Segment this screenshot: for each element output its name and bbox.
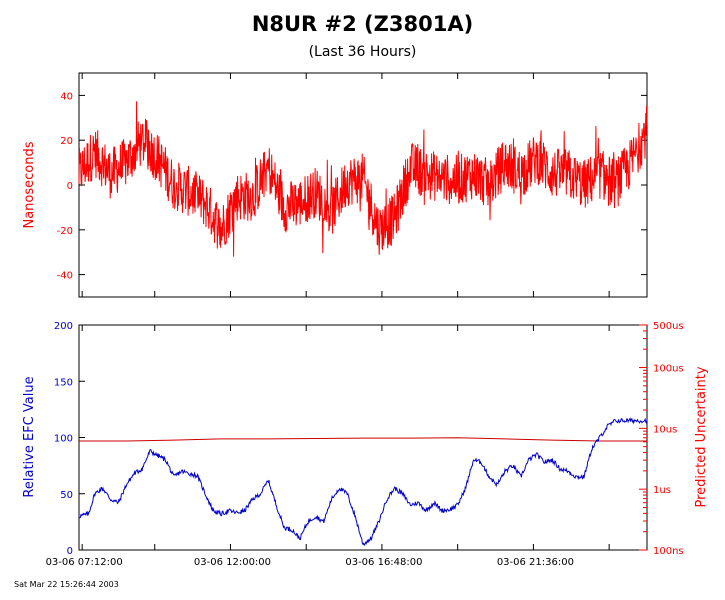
top-y-tick-label: 20 [60, 136, 73, 147]
bottom-y2-axis-label: Predicted Uncertainty [694, 366, 709, 507]
bottom-y-tick-label: 0 [67, 546, 73, 557]
nanoseconds-series-line [78, 101, 648, 257]
bottom-y2-tick-label: 100us [653, 364, 684, 375]
top-y-tick-label: -40 [57, 271, 73, 282]
bottom-y-tick-label: 50 [60, 490, 73, 501]
timestamp: Sat Mar 22 15:26:44 2003 [14, 580, 119, 589]
bottom-y2-tick-label: 1us [653, 485, 671, 496]
page-title: N8UR #2 (Z3801A) [251, 12, 474, 36]
bottom-x-tick-label: 03-06 07:12:00 [46, 557, 123, 568]
bottom-y2-tick-label: 500us [653, 321, 684, 332]
top-y-tick-label: 0 [67, 181, 73, 192]
bottom-y-tick-label: 100 [54, 434, 73, 445]
top-axis-ticks: -40 -20 0 20 40 [57, 73, 647, 297]
bottom-x-tick-label: 03-06 12:00:00 [194, 557, 271, 568]
top-y-axis-label: Nanoseconds [22, 141, 37, 228]
bottom-x-tick-label: 03-06 16:48:00 [345, 557, 422, 568]
page-subtitle: (Last 36 Hours) [308, 44, 417, 60]
bottom-y-tick-label: 200 [54, 321, 73, 332]
top-plot-frame [78, 72, 648, 298]
bottom-y-tick-label: 150 [54, 377, 73, 388]
top-y-tick-label: 40 [60, 91, 73, 102]
bottom-plot-frame [78, 324, 648, 551]
predicted-uncertainty-series-line [79, 437, 647, 442]
bottom-y2-tick-label: 10us [653, 424, 677, 435]
bottom-y-axis-label: Relative EFC Value [22, 376, 37, 497]
bottom-x-tick-label: 03-06 21:36:00 [497, 557, 574, 568]
relative-efc-series-line [78, 416, 648, 547]
bottom-axis-ticks: 0 50 100 150 200 100ns 1us 10us 100us 500us 03-06 … [46, 321, 684, 568]
bottom-y2-tick-label: 100ns [653, 546, 684, 557]
top-y-tick-label: -20 [57, 226, 73, 237]
